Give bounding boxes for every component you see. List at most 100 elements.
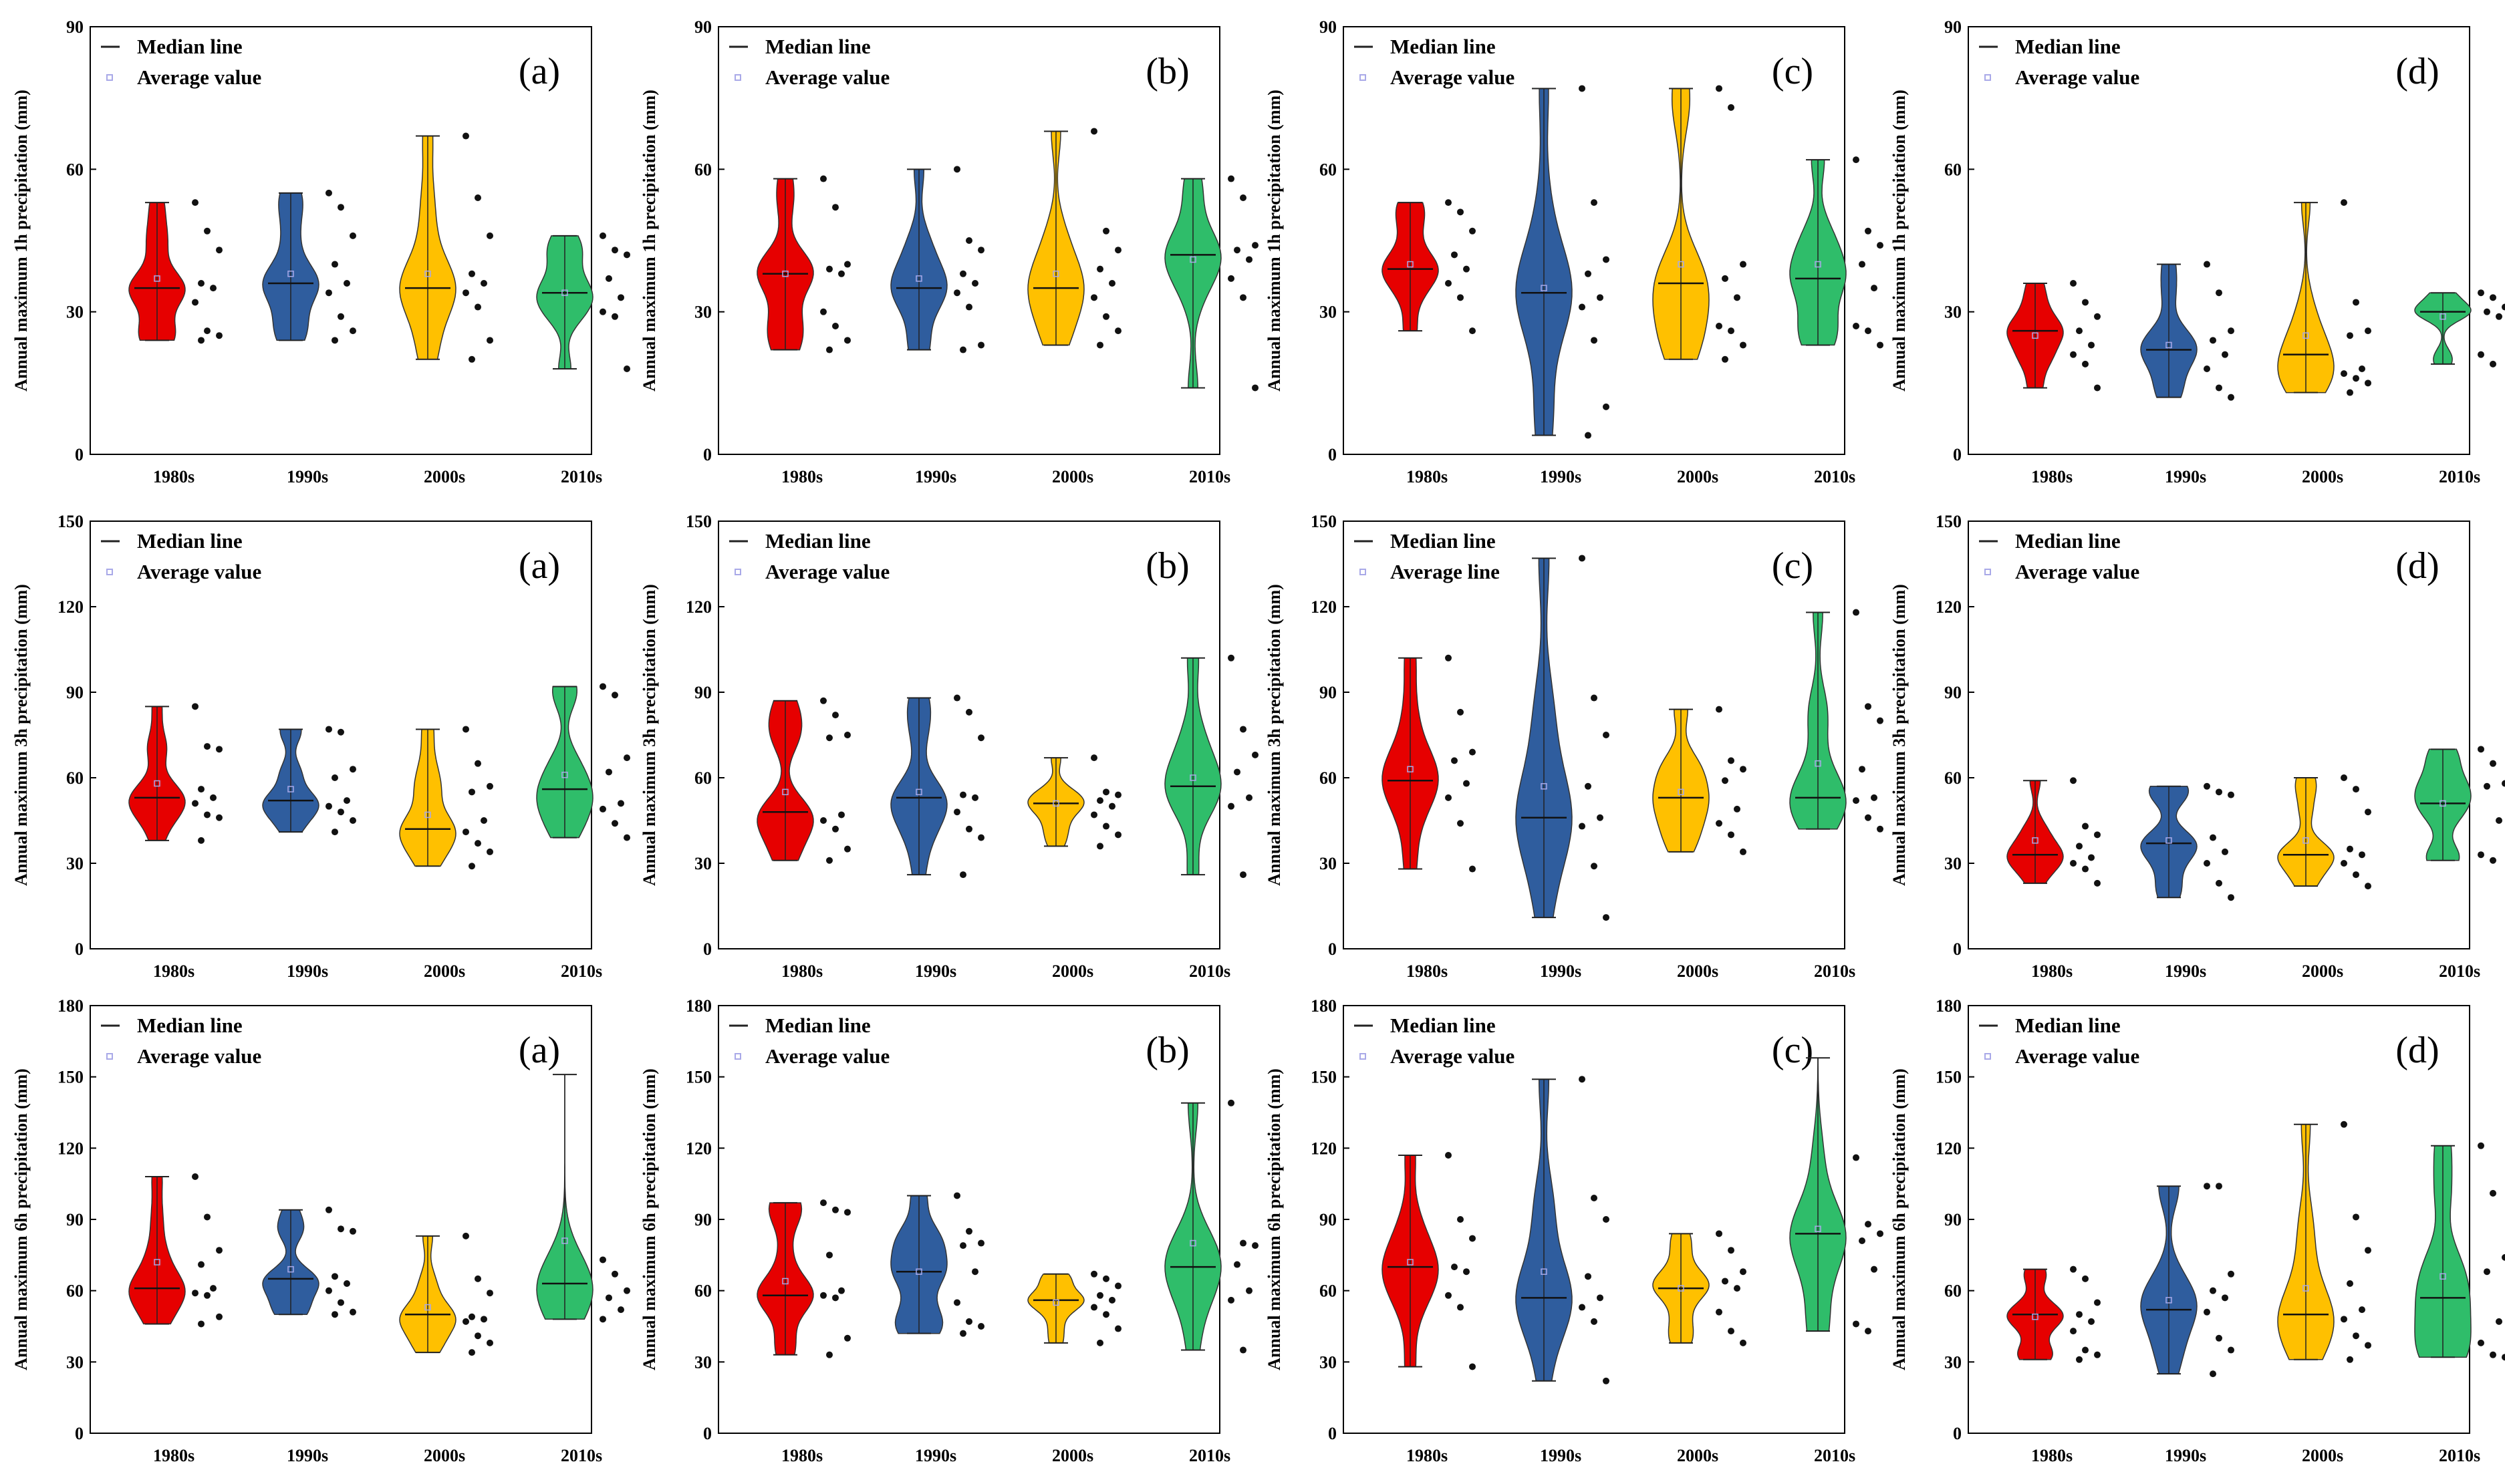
data-point-2000s xyxy=(2347,1356,2353,1363)
y-tick-label: 30 xyxy=(1944,1352,1962,1372)
data-point-1980s xyxy=(832,323,839,329)
y-tick-label: 0 xyxy=(703,939,712,959)
y-tick-label: 60 xyxy=(66,160,84,179)
data-point-1980s xyxy=(210,794,217,801)
data-point-2010s xyxy=(1252,384,1259,392)
data-point-1980s xyxy=(2070,1266,2077,1273)
data-point-1990s xyxy=(954,694,960,702)
y-tick-label: 30 xyxy=(1944,303,1962,322)
data-point-1980s xyxy=(198,786,205,793)
y-axis-label: Annual maximum 1h precipitation (mm) xyxy=(640,90,659,392)
data-point-2010s xyxy=(1240,726,1246,733)
data-point-1990s xyxy=(972,1268,978,1276)
mean-marker-1980s xyxy=(1407,766,1414,772)
data-point-1990s xyxy=(2204,365,2210,372)
data-point-2000s xyxy=(1097,341,1103,349)
legend-average-label: Average value xyxy=(2015,65,2139,89)
data-point-2000s xyxy=(1115,831,1122,839)
data-point-1990s xyxy=(1585,1273,1591,1280)
mean-marker-1990s xyxy=(2165,1297,2172,1304)
data-point-1980s xyxy=(198,337,205,344)
legend-median-label: Median line xyxy=(137,529,243,553)
data-point-2000s xyxy=(1091,128,1097,135)
mean-marker-2010s xyxy=(2440,1273,2446,1280)
y-tick-label: 90 xyxy=(1319,17,1337,37)
data-point-1990s xyxy=(350,232,356,239)
data-point-2000s xyxy=(1103,788,1109,796)
data-point-1980s xyxy=(1469,748,1476,756)
data-point-2010s xyxy=(1853,609,1859,616)
data-point-2000s xyxy=(2347,389,2353,396)
data-point-1990s xyxy=(338,808,344,816)
panel-3h-2: 0 30 60 90 120 150 Annual maximum 3h precipita… xyxy=(1265,512,1883,981)
y-tick-label: 30 xyxy=(1944,854,1962,873)
y-tick-label: 0 xyxy=(75,445,84,464)
data-point-2000s xyxy=(1740,1339,1746,1346)
panel-label: (b) xyxy=(1146,545,1189,587)
data-point-1980s xyxy=(2076,843,2083,850)
x-tick-label-1980s: 1980s xyxy=(1406,1446,1448,1465)
data-point-1980s xyxy=(2082,865,2089,873)
data-point-1980s xyxy=(2070,777,2077,784)
y-tick-label: 30 xyxy=(694,303,712,322)
data-point-2000s xyxy=(2365,1342,2371,1349)
x-tick-label-2000s: 2000s xyxy=(2302,1446,2343,1465)
x-tick-label-1990s: 1990s xyxy=(1540,961,1581,981)
legend-median-label: Median line xyxy=(1390,35,1496,58)
data-point-1990s xyxy=(344,1280,350,1287)
data-point-1980s xyxy=(1451,757,1458,764)
data-point-2010s xyxy=(1877,242,1883,249)
data-point-2010s xyxy=(2478,851,2484,859)
y-tick-label: 60 xyxy=(694,768,712,788)
data-point-1980s xyxy=(204,811,211,819)
data-point-2000s xyxy=(1097,1292,1103,1299)
x-tick-label-2000s: 2000s xyxy=(1677,1446,1718,1465)
data-point-2010s xyxy=(1228,175,1234,182)
legend-average-swatch xyxy=(1359,569,1366,575)
axes-frame xyxy=(1968,521,2470,949)
data-point-1990s xyxy=(1591,863,1597,870)
data-point-1980s xyxy=(820,1292,827,1299)
data-point-1990s xyxy=(2216,1183,2222,1190)
x-tick-label-2010s: 2010s xyxy=(2439,1446,2480,1465)
data-point-2000s xyxy=(1716,323,1722,329)
data-point-2000s xyxy=(1097,797,1103,804)
x-tick-label-1980s: 1980s xyxy=(153,1446,194,1465)
data-point-2000s xyxy=(1109,280,1115,287)
mean-marker-2000s xyxy=(1053,271,1059,277)
y-tick-label: 0 xyxy=(703,1424,712,1443)
data-point-2000s xyxy=(1103,823,1109,830)
mean-marker-2010s xyxy=(2440,800,2446,807)
data-point-2010s xyxy=(1859,261,1865,268)
x-tick-label-1980s: 1980s xyxy=(2031,961,2073,981)
panel-3h-3: 0 30 60 90 120 150 Annual maximum 3h precipita… xyxy=(1889,512,2505,981)
x-tick-label-2010s: 2010s xyxy=(561,961,602,981)
y-tick-label: 150 xyxy=(686,512,712,531)
data-point-1990s xyxy=(338,1299,344,1306)
data-point-1990s xyxy=(960,1242,966,1249)
data-point-1980s xyxy=(844,732,851,738)
data-point-1980s xyxy=(2082,360,2089,367)
data-point-2010s xyxy=(2490,760,2496,767)
y-tick-label: 30 xyxy=(694,854,712,873)
data-point-2000s xyxy=(1091,754,1097,762)
data-point-1980s xyxy=(2094,1299,2101,1306)
data-point-1990s xyxy=(2210,1370,2216,1378)
data-point-2000s xyxy=(2365,380,2371,387)
data-point-2000s xyxy=(2347,1280,2353,1287)
data-point-2010s xyxy=(1853,323,1859,329)
data-point-1980s xyxy=(1445,1152,1452,1159)
legend-median-label: Median line xyxy=(2015,35,2121,58)
data-point-1990s xyxy=(338,728,344,736)
y-tick-label: 0 xyxy=(75,939,84,959)
data-point-2000s xyxy=(2359,1306,2365,1314)
data-point-1990s xyxy=(325,1287,332,1294)
data-point-1980s xyxy=(832,1206,839,1213)
y-tick-label: 0 xyxy=(1328,1424,1337,1443)
mean-marker-1980s xyxy=(154,275,160,282)
data-point-1980s xyxy=(826,734,833,742)
y-tick-label: 90 xyxy=(66,17,84,37)
data-point-2000s xyxy=(2353,375,2359,382)
data-point-1990s xyxy=(2204,782,2210,790)
data-point-2010s xyxy=(612,247,618,254)
